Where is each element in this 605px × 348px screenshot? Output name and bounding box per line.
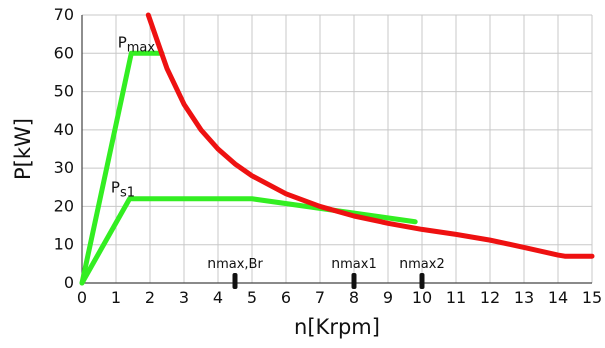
y-tick-label-1: 10	[54, 235, 74, 254]
annotation-max1: nmax1	[331, 256, 376, 272]
x-tick-label-7: 7	[315, 288, 325, 307]
y-tick-label-7: 70	[54, 5, 74, 24]
x-tick-label-13: 13	[514, 288, 534, 307]
y-tick-label-3: 30	[54, 158, 74, 177]
annotation-max-br: nmax,Br	[207, 256, 263, 272]
y-tick-label-2: 20	[54, 196, 74, 215]
annotation-ps1: Ps1	[111, 178, 135, 200]
x-tick-label-9: 9	[383, 288, 393, 307]
x-tick-label-15: 15	[582, 288, 602, 307]
marker-max-br	[232, 273, 238, 289]
series-layer	[79, 12, 595, 286]
x-tick-label-4: 4	[213, 288, 223, 307]
marker-max1	[351, 273, 357, 289]
x-axis-label: n[Krpm]	[294, 315, 380, 339]
x-tick-label-12: 12	[480, 288, 500, 307]
series-line-red-curve	[145, 12, 595, 259]
series-line-pmax	[79, 50, 165, 286]
grid	[81, 14, 593, 284]
x-tick-label-3: 3	[179, 288, 189, 307]
annotation-max2: nmax2	[399, 256, 444, 272]
x-tick-label-2: 2	[145, 288, 155, 307]
x-tick-label-6: 6	[281, 288, 291, 307]
x-tick-label-5: 5	[247, 288, 257, 307]
marker-max2	[419, 273, 425, 289]
y-tick-label-6: 60	[54, 43, 74, 62]
x-tick-label-10: 10	[412, 288, 432, 307]
y-tick-label-5: 50	[54, 82, 74, 101]
y-axis-label: P[kW]	[11, 118, 35, 180]
annotation-pmax: Pmax	[118, 34, 156, 56]
x-tick-label-11: 11	[446, 288, 466, 307]
x-tick-label-0: 0	[77, 288, 87, 307]
y-tick-label-4: 40	[54, 120, 74, 139]
x-tick-label-8: 8	[349, 288, 359, 307]
annotations: Pmax Ps1 nmax,Br nmax1 nmax2	[111, 34, 445, 289]
y-tick-label-0: 0	[64, 273, 74, 292]
x-tick-label-14: 14	[548, 288, 568, 307]
x-tick-label-1: 1	[111, 288, 121, 307]
